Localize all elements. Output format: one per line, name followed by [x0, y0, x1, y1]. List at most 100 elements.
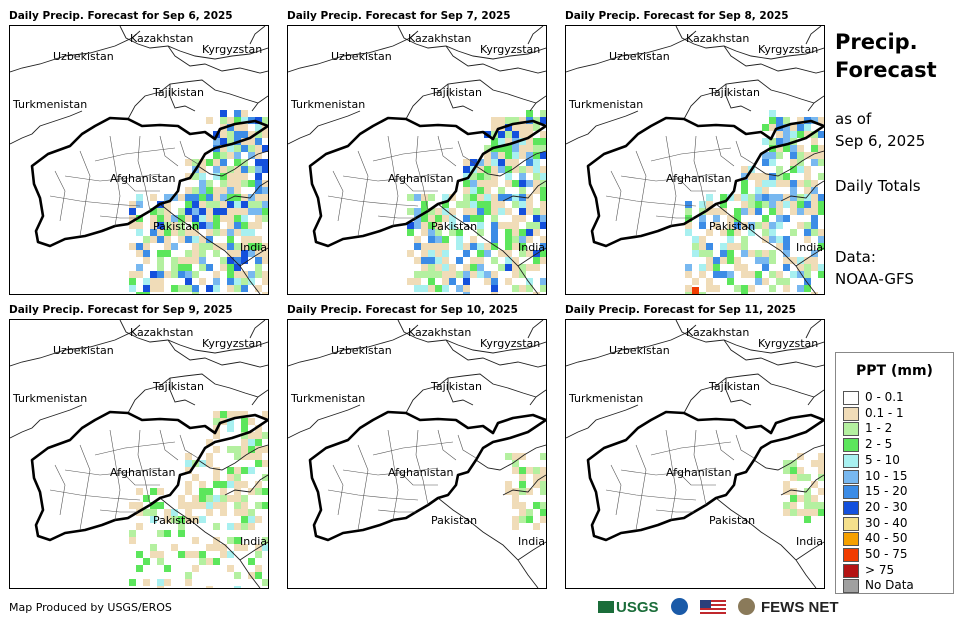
- province-border: [665, 429, 677, 521]
- precip-cell: [213, 537, 220, 544]
- precip-cell: [129, 579, 136, 586]
- country-label-uzbekistan: Uzbekistan: [53, 344, 114, 357]
- precip-cell: [519, 236, 526, 243]
- precip-cell: [248, 558, 255, 565]
- province-border: [635, 150, 647, 237]
- precip-cell: [171, 264, 178, 271]
- precip-cell: [797, 467, 804, 474]
- precip-cell: [727, 250, 734, 257]
- precip-cell: [255, 565, 262, 572]
- precip-cell: [248, 271, 255, 278]
- precip-cell: [762, 124, 769, 131]
- precip-cell: [512, 229, 519, 236]
- country-border: [397, 26, 546, 60]
- precip-cell: [776, 215, 783, 222]
- precip-cell: [470, 243, 477, 250]
- province-border: [79, 150, 91, 237]
- precip-cell: [790, 488, 797, 495]
- precip-cell: [477, 201, 484, 208]
- precip-cell: [727, 257, 734, 264]
- precip-cell: [185, 460, 192, 467]
- precip-cell: [498, 152, 505, 159]
- precip-cell: [241, 117, 248, 124]
- country-border: [251, 95, 268, 112]
- precip-cell: [421, 271, 428, 278]
- precip-cell: [206, 439, 213, 446]
- precip-cell: [727, 278, 734, 285]
- province-border: [49, 489, 141, 501]
- precip-cell: [157, 257, 164, 264]
- province-border: [372, 147, 454, 162]
- precip-layer: [407, 110, 546, 294]
- precip-cell: [484, 180, 491, 187]
- precip-cell: [199, 201, 206, 208]
- precip-cell: [512, 523, 519, 530]
- precip-cell: [220, 180, 227, 187]
- precip-cell: [734, 229, 741, 236]
- precip-cell: [199, 215, 206, 222]
- precip-cell: [241, 278, 248, 285]
- precip-cell: [192, 537, 199, 544]
- precip-cell: [442, 194, 449, 201]
- legend-swatch: [843, 500, 859, 515]
- precip-cell: [484, 271, 491, 278]
- precip-cell: [234, 187, 241, 194]
- precip-cell: [505, 117, 512, 124]
- precip-cell: [234, 243, 241, 250]
- precip-cell: [262, 187, 268, 194]
- precip-cell: [241, 481, 248, 488]
- credit-text: Map Produced by USGS/EROS: [9, 601, 172, 614]
- afghanistan-border: [586, 116, 824, 248]
- precip-cell: [512, 453, 519, 460]
- precip-cell: [234, 271, 241, 278]
- country-label-afghanistan: Afghanistan: [110, 466, 176, 479]
- precip-cell: [449, 222, 456, 229]
- precip-cell: [241, 201, 248, 208]
- precip-cell: [790, 502, 797, 509]
- precip-cell: [248, 208, 255, 215]
- precip-cell: [428, 285, 435, 292]
- precip-cell: [783, 467, 790, 474]
- precip-cell: [484, 250, 491, 257]
- province-border: [665, 135, 677, 227]
- precip-cell: [526, 236, 533, 243]
- precip-cell: [129, 537, 136, 544]
- province-border: [397, 469, 438, 486]
- precip-cell: [498, 250, 505, 257]
- precip-cell: [790, 194, 797, 201]
- country-border: [437, 497, 539, 588]
- precip-cell: [421, 250, 428, 257]
- precip-cell: [255, 439, 262, 446]
- precip-cell: [533, 152, 540, 159]
- fews-net-text: FEWS NET: [761, 599, 839, 616]
- precip-cell: [505, 152, 512, 159]
- as-of-date: as of Sep 6, 2025: [835, 108, 925, 152]
- precip-cell: [435, 215, 442, 222]
- precip-cell: [129, 530, 136, 537]
- precip-cell: [762, 194, 769, 201]
- precip-cell: [477, 194, 484, 201]
- precip-cell: [199, 481, 206, 488]
- precip-cell: [741, 292, 748, 294]
- precip-cell: [255, 516, 262, 523]
- precip-cell: [150, 502, 157, 509]
- precip-cell: [783, 145, 790, 152]
- precip-cell: [248, 418, 255, 425]
- precip-cell: [199, 180, 206, 187]
- precip-cell: [699, 292, 706, 294]
- precip-cell: [241, 271, 248, 278]
- precip-cell: [748, 271, 755, 278]
- precip-cell: [512, 285, 519, 292]
- province-border: [179, 434, 199, 459]
- precip-cell: [227, 551, 234, 558]
- province-border: [655, 215, 694, 219]
- country-border: [288, 110, 361, 145]
- precip-cell: [157, 229, 164, 236]
- data-value: NOAA-GFS: [835, 270, 914, 288]
- precip-cell: [241, 166, 248, 173]
- precip-cell: [526, 250, 533, 257]
- precip-cell: [526, 285, 533, 292]
- precip-cell: [213, 418, 220, 425]
- precip-cell: [783, 138, 790, 145]
- precip-cell: [150, 236, 157, 243]
